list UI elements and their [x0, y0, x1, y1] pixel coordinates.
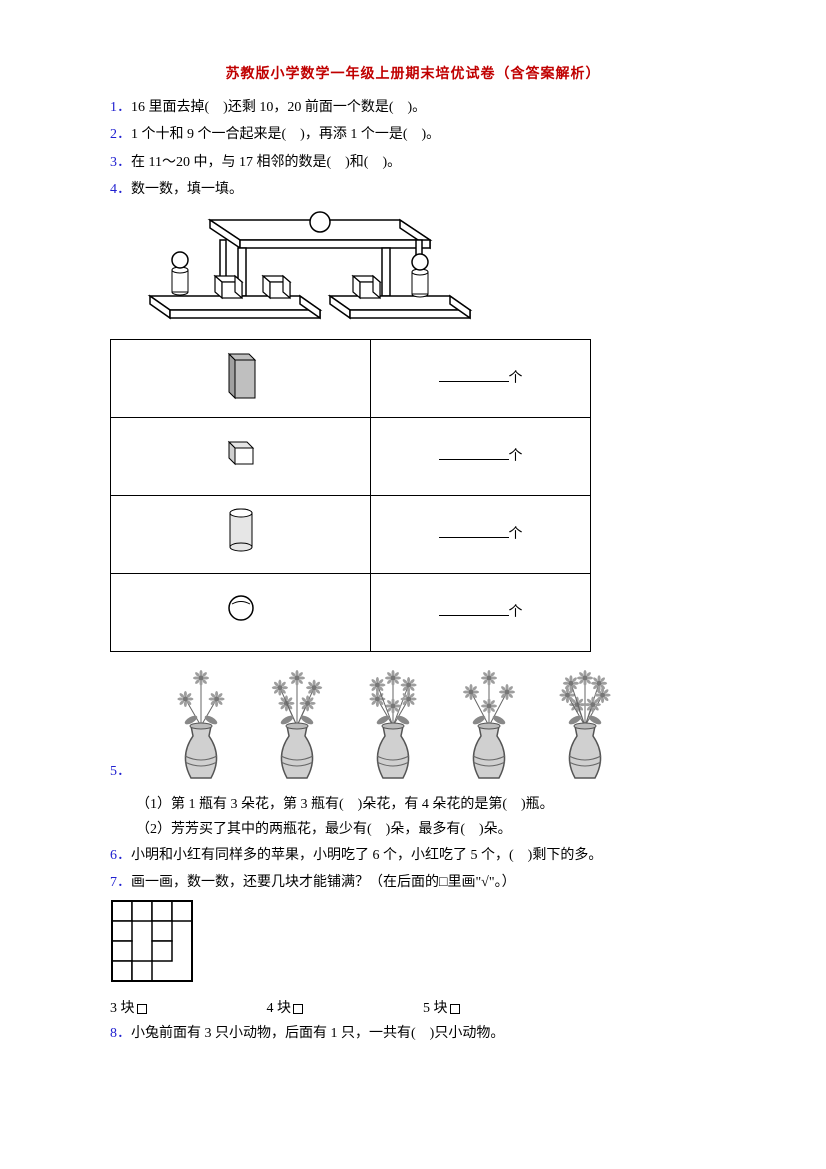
q4-text: 数一数，填一填。: [131, 182, 243, 197]
choice-label: 3 块: [110, 1001, 135, 1016]
q1-number: 1．: [110, 100, 131, 115]
blank-line: [439, 446, 509, 460]
choice-5: 5 块: [423, 996, 460, 1021]
q6-text: 小明和小红有同样多的苹果，小明吃了 6 个，小红吃了 5 个，( )剩下的多。: [131, 848, 602, 863]
unit-label: 个: [509, 449, 523, 464]
vase-item: [449, 666, 529, 786]
shape-cell-cube: [111, 418, 371, 496]
table-row: 个: [111, 340, 591, 418]
choice-3: 3 块: [110, 996, 147, 1021]
unit-label: 个: [509, 605, 523, 620]
answer-cell: 个: [371, 340, 591, 418]
vase-item: [545, 666, 625, 786]
question-8: 8．小兔前面有 3 只小动物，后面有 1 只，一共有( )只小动物。: [110, 1021, 716, 1046]
vase-item: [161, 666, 241, 786]
question-5: 5．: [110, 660, 716, 790]
table-row: 个: [111, 418, 591, 496]
shape-cell-cuboid: [111, 340, 371, 418]
q7-choices: 3 块 4 块 5 块: [110, 996, 716, 1021]
q5-sub1: （1）第 1 瓶有 3 朵花，第 3 瓶有( )朵花，有 4 朵花的是第( )瓶…: [110, 792, 716, 817]
q2-text: 1 个十和 9 个一合起来是( )，再添 1 个一是( )。: [131, 127, 440, 142]
checkbox-icon: [293, 1004, 303, 1014]
answer-cell: 个: [371, 418, 591, 496]
blank-line: [439, 602, 509, 616]
answer-cell: 个: [371, 496, 591, 574]
scene-illustration: [120, 210, 716, 339]
q5-number: 5．: [110, 759, 131, 784]
q2-number: 2．: [110, 127, 131, 142]
vases-row: [161, 666, 625, 786]
question-3: 3．在 11～20 中，与 17 相邻的数是( )和( )。: [110, 150, 716, 175]
choice-label: 4 块: [267, 1001, 292, 1016]
question-4: 4．数一数，填一填。: [110, 177, 716, 202]
q5-sub2: （2）芳芳买了其中的两瓶花，最少有( )朵，最多有( )朵。: [110, 817, 716, 842]
q7-number: 7．: [110, 875, 131, 890]
question-7: 7．画一画，数一数，还要几块才能铺满？（在后面的□里画"√"。）: [110, 870, 716, 895]
question-6: 6．小明和小红有同样多的苹果，小明吃了 6 个，小红吃了 5 个，( )剩下的多…: [110, 843, 716, 868]
q6-number: 6．: [110, 848, 131, 863]
table-row: 个: [111, 574, 591, 652]
checkbox-icon: [137, 1004, 147, 1014]
shapes-count-table: 个 个 个: [110, 339, 591, 652]
checkbox-icon: [450, 1004, 460, 1014]
shape-cell-sphere: [111, 574, 371, 652]
choice-4: 4 块: [267, 996, 304, 1021]
unit-label: 个: [509, 371, 523, 386]
vase-item: [257, 666, 337, 786]
q3-text: 在 11～20 中，与 17 相邻的数是( )和( )。: [131, 155, 401, 170]
q1-text: 16 里面去掉( )还剩 10，20 前面一个数是( )。: [131, 100, 426, 115]
blank-line: [439, 524, 509, 538]
q7-text: 画一画，数一数，还要几块才能铺满？（在后面的□里画"√"。）: [131, 875, 516, 890]
unit-label: 个: [509, 527, 523, 542]
page-title: 苏教版小学数学一年级上册期末培优试卷（含答案解析）: [110, 62, 716, 87]
tile-grid: [110, 899, 716, 992]
q4-number: 4．: [110, 182, 131, 197]
q3-number: 3．: [110, 155, 131, 170]
vase-item: [353, 666, 433, 786]
q8-text: 小兔前面有 3 只小动物，后面有 1 只，一共有( )只小动物。: [131, 1026, 504, 1041]
choice-label: 5 块: [423, 1001, 448, 1016]
answer-cell: 个: [371, 574, 591, 652]
q8-number: 8．: [110, 1026, 131, 1041]
shape-cell-cylinder: [111, 496, 371, 574]
question-1: 1．16 里面去掉( )还剩 10，20 前面一个数是( )。: [110, 95, 716, 120]
table-row: 个: [111, 496, 591, 574]
blank-line: [439, 368, 509, 382]
question-2: 2．1 个十和 9 个一合起来是( )，再添 1 个一是( )。: [110, 122, 716, 147]
